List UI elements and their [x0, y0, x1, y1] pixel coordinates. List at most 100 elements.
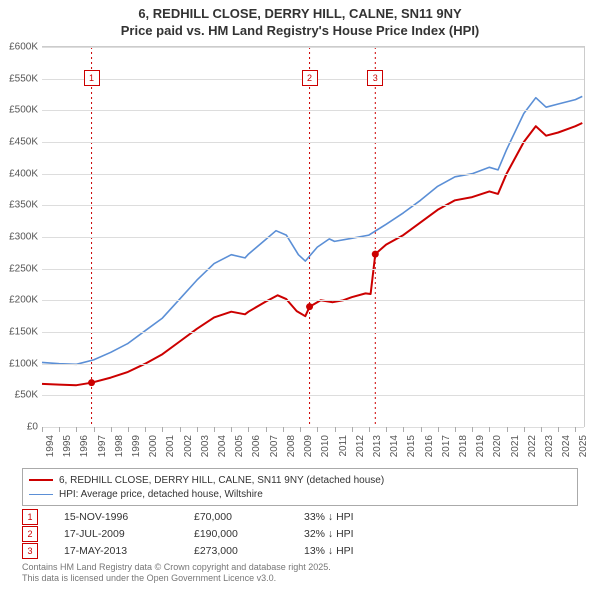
x-axis-label: 2005	[234, 435, 245, 457]
x-axis-tick	[231, 427, 232, 432]
attribution: Contains HM Land Registry data © Crown c…	[22, 562, 331, 585]
x-axis-tick	[507, 427, 508, 432]
legend-label-hpi: HPI: Average price, detached house, Wilt…	[59, 489, 263, 500]
x-axis-tick	[283, 427, 284, 432]
x-axis-label: 2019	[475, 435, 486, 457]
x-axis-label: 1999	[131, 435, 142, 457]
legend-item-hpi: HPI: Average price, detached house, Wilt…	[29, 487, 571, 501]
x-axis-label: 2021	[510, 435, 521, 457]
x-axis-label: 2003	[200, 435, 211, 457]
gridline	[42, 205, 584, 206]
transaction-row: 317-MAY-2013£273,00013% ↓ HPI	[22, 542, 424, 559]
y-axis-label: £0	[27, 422, 38, 433]
gridline	[42, 110, 584, 111]
x-axis-tick	[575, 427, 576, 432]
x-axis-tick	[369, 427, 370, 432]
marker-number-box: 3	[367, 70, 383, 86]
gridline	[42, 427, 584, 428]
x-axis-tick	[472, 427, 473, 432]
y-axis-label: £150K	[9, 327, 38, 338]
x-axis-label: 1995	[62, 435, 73, 457]
x-axis-tick	[76, 427, 77, 432]
marker-point	[88, 379, 95, 386]
y-axis-label: £500K	[9, 105, 38, 116]
gridline	[42, 269, 584, 270]
gridline	[42, 142, 584, 143]
chart-title: 6, REDHILL CLOSE, DERRY HILL, CALNE, SN1…	[0, 0, 600, 40]
x-axis-label: 2017	[441, 435, 452, 457]
attribution-line-1: Contains HM Land Registry data © Crown c…	[22, 562, 331, 573]
chart-container: 6, REDHILL CLOSE, DERRY HILL, CALNE, SN1…	[0, 0, 600, 590]
gridline	[42, 174, 584, 175]
transaction-number-box: 2	[22, 526, 38, 542]
series-hpi	[42, 96, 582, 364]
y-axis-label: £350K	[9, 200, 38, 211]
x-axis-tick	[145, 427, 146, 432]
gridline	[42, 237, 584, 238]
transaction-row: 115-NOV-1996£70,00033% ↓ HPI	[22, 508, 424, 525]
y-axis-label: £50K	[15, 390, 38, 401]
legend-swatch-hpi	[29, 494, 53, 495]
x-axis-tick	[352, 427, 353, 432]
x-axis-label: 2016	[424, 435, 435, 457]
x-axis-label: 2011	[338, 435, 349, 457]
legend: 6, REDHILL CLOSE, DERRY HILL, CALNE, SN1…	[22, 468, 578, 506]
gridline	[42, 395, 584, 396]
x-axis-label: 2004	[217, 435, 228, 457]
x-axis-label: 2000	[148, 435, 159, 457]
x-axis-tick	[266, 427, 267, 432]
marker-point	[372, 251, 379, 258]
marker-number-box: 1	[84, 70, 100, 86]
x-axis-label: 2001	[165, 435, 176, 457]
transaction-price: £190,000	[194, 528, 304, 540]
x-axis-tick	[524, 427, 525, 432]
x-axis-tick	[128, 427, 129, 432]
x-axis-tick	[317, 427, 318, 432]
x-axis-label: 2013	[372, 435, 383, 457]
transaction-pct: 32% ↓ HPI	[304, 528, 424, 540]
legend-label-property: 6, REDHILL CLOSE, DERRY HILL, CALNE, SN1…	[59, 475, 384, 486]
gridline	[42, 332, 584, 333]
x-axis-label: 2010	[320, 435, 331, 457]
plot-area: £0£50K£100K£150K£200K£250K£300K£350K£400…	[42, 46, 585, 427]
x-axis-label: 2002	[183, 435, 194, 457]
x-axis-tick	[455, 427, 456, 432]
y-axis-label: £550K	[9, 73, 38, 84]
x-axis-tick	[386, 427, 387, 432]
x-axis-tick	[42, 427, 43, 432]
x-axis-label: 2014	[389, 435, 400, 457]
x-axis-label: 2022	[527, 435, 538, 457]
title-line-2: Price paid vs. HM Land Registry's House …	[0, 23, 600, 40]
legend-item-property: 6, REDHILL CLOSE, DERRY HILL, CALNE, SN1…	[29, 473, 571, 487]
x-axis-label: 2023	[544, 435, 555, 457]
x-axis-tick	[248, 427, 249, 432]
x-axis-label: 2007	[269, 435, 280, 457]
x-axis-tick	[94, 427, 95, 432]
legend-swatch-property	[29, 479, 53, 481]
transaction-price: £70,000	[194, 511, 304, 523]
x-axis-tick	[111, 427, 112, 432]
transaction-row: 2 17-JUL-2009£190,00032% ↓ HPI	[22, 525, 424, 542]
y-axis-label: £400K	[9, 168, 38, 179]
marker-point	[306, 303, 313, 310]
y-axis-label: £250K	[9, 263, 38, 274]
x-axis-label: 2008	[286, 435, 297, 457]
x-axis-tick	[403, 427, 404, 432]
y-axis-label: £300K	[9, 232, 38, 243]
transaction-pct: 13% ↓ HPI	[304, 545, 424, 557]
x-axis-label: 2006	[251, 435, 262, 457]
x-axis-label: 2018	[458, 435, 469, 457]
y-axis-label: £600K	[9, 42, 38, 53]
attribution-line-2: This data is licensed under the Open Gov…	[22, 573, 331, 584]
x-axis-tick	[541, 427, 542, 432]
transaction-number-box: 3	[22, 543, 38, 559]
gridline	[42, 364, 584, 365]
x-axis-label: 1998	[114, 435, 125, 457]
y-axis-label: £450K	[9, 137, 38, 148]
x-axis-tick	[197, 427, 198, 432]
transaction-date: 17-JUL-2009	[64, 528, 194, 540]
gridline	[42, 47, 584, 48]
x-axis-label: 2024	[561, 435, 572, 457]
gridline	[42, 300, 584, 301]
x-axis-tick	[180, 427, 181, 432]
